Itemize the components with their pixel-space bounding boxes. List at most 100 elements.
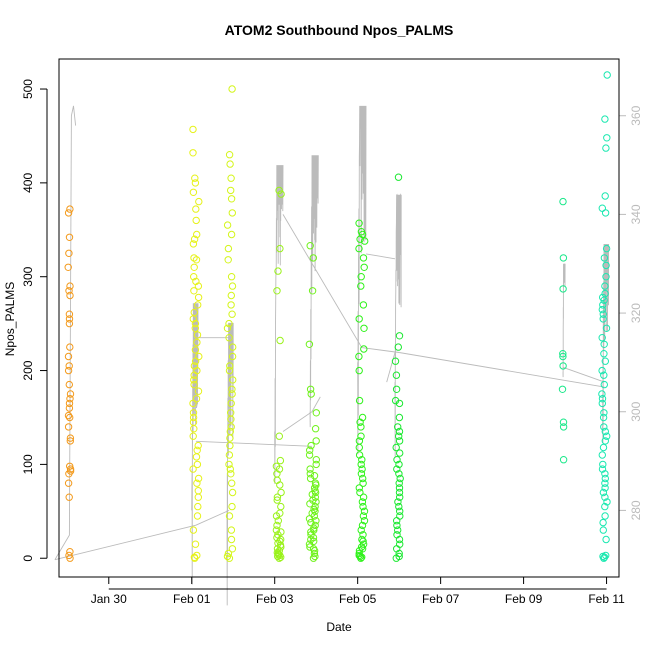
data-point: [275, 547, 283, 555]
data-point: [361, 237, 369, 245]
altitude-segment-15: [562, 263, 566, 378]
data-point: [359, 540, 368, 548]
data-point: [391, 396, 400, 405]
data-point: [225, 151, 234, 159]
altitude-segment-14: [386, 352, 396, 383]
y2-tick-label: 300: [629, 401, 643, 421]
data-point: [227, 535, 236, 544]
data-point: [227, 301, 235, 309]
data-point: [273, 287, 281, 295]
y-tick-label: 100: [21, 454, 35, 474]
data-point: [64, 411, 73, 420]
data-point: [599, 413, 608, 422]
data-point: [602, 324, 611, 332]
data-point: [273, 493, 282, 501]
data-point: [392, 443, 400, 452]
data-point: [227, 174, 235, 182]
data-point: [273, 496, 281, 504]
data-point: [227, 186, 235, 195]
altitude-segment-12: [394, 193, 402, 458]
data-point: [559, 418, 568, 426]
data-point: [598, 204, 606, 212]
altitude-segment-17: [601, 243, 610, 444]
data-point: [274, 517, 282, 525]
data-point: [194, 301, 202, 309]
data-point: [225, 512, 234, 520]
data-point: [598, 399, 606, 408]
data-point: [358, 498, 367, 506]
data-point: [395, 552, 403, 561]
data-point: [359, 474, 367, 483]
data-point: [312, 409, 320, 417]
altitude-segment-13: [399, 352, 605, 388]
data-point: [226, 441, 234, 450]
data-point: [599, 443, 608, 452]
x-tick-label: Feb 07: [422, 592, 460, 606]
data-point: [312, 460, 320, 469]
data-point: [395, 332, 404, 340]
data-point: [309, 554, 318, 562]
data-point: [276, 244, 284, 253]
data-point: [601, 512, 609, 520]
altitude-segment-5: [195, 440, 313, 447]
data-point: [225, 451, 234, 459]
altitude-segment-0: [54, 105, 77, 560]
data-point: [559, 423, 568, 431]
data-point: [193, 446, 201, 454]
data-point: [227, 423, 235, 431]
data-point: [275, 186, 283, 195]
data-point: [598, 390, 606, 398]
data-point: [355, 352, 363, 361]
data-point: [395, 488, 404, 497]
data-point: [307, 441, 315, 450]
data-point: [396, 474, 404, 483]
data-point: [65, 404, 74, 412]
data-point: [192, 395, 201, 403]
data-point: [190, 263, 198, 271]
data-point: [603, 432, 611, 440]
altitude-segment-16: [562, 366, 605, 383]
data-point: [228, 390, 236, 398]
data-point: [66, 395, 74, 403]
data-point: [66, 467, 75, 475]
data-point: [194, 441, 202, 450]
data-point: [359, 301, 368, 309]
data-point: [358, 456, 366, 464]
x-tick-label: Feb 11: [588, 592, 625, 606]
data-point: [65, 493, 73, 501]
data-point: [394, 423, 402, 431]
data-point: [396, 493, 404, 501]
data-point: [225, 319, 233, 328]
data-point: [193, 331, 202, 339]
data-point: [190, 380, 198, 389]
data-point: [225, 554, 234, 562]
altitude-segment-10: [357, 105, 367, 455]
data-point: [395, 427, 404, 436]
x-tick-label: Feb 05: [339, 592, 377, 606]
data-point: [603, 498, 611, 506]
data-point: [359, 254, 368, 262]
data-point: [359, 502, 367, 511]
data-point: [311, 425, 320, 433]
data-point: [65, 380, 74, 389]
data-point: [603, 134, 611, 142]
data-point: [395, 484, 404, 492]
y2-tick-label: 360: [629, 105, 643, 125]
data-point: [194, 387, 203, 395]
data-point: [357, 470, 366, 478]
data-point: [275, 432, 283, 440]
data-point: [358, 521, 367, 530]
data-point: [190, 235, 199, 243]
data-point: [228, 385, 236, 393]
data-point: [395, 502, 403, 511]
data-point: [603, 71, 611, 79]
data-point: [228, 282, 237, 290]
data-point: [358, 465, 366, 473]
data-point: [193, 230, 201, 239]
data-point: [600, 340, 608, 348]
data-point: [359, 479, 367, 487]
data-points-layer: [64, 71, 611, 562]
x-tick-label: Jan 30: [91, 592, 127, 606]
data-point: [601, 437, 609, 445]
data-point: [190, 553, 199, 561]
